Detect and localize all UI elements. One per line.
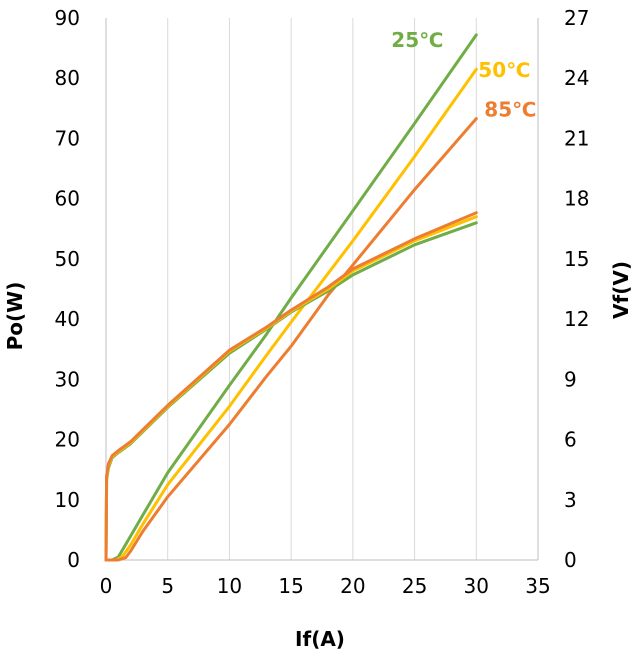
x-tick-label: 20	[340, 574, 365, 598]
x-tick-label: 10	[217, 574, 242, 598]
series-labels: 25℃ 50℃ 85℃	[391, 28, 536, 122]
x-axis-title: If(A)	[295, 627, 345, 651]
y-left-tick-label: 30	[55, 367, 80, 391]
series-label: 25℃	[391, 28, 443, 52]
y-left-tick-label: 70	[55, 126, 80, 150]
y-left-tick-label: 20	[55, 428, 80, 452]
y-left-tick-label: 10	[55, 488, 80, 512]
y-right-tick-label: 21	[564, 126, 589, 150]
y-right-tick-label: 12	[564, 307, 589, 331]
x-tick-label: 15	[278, 574, 303, 598]
series-line-po-0	[104, 33, 478, 562]
y-left-tick-label: 0	[67, 548, 80, 572]
tick-labels: 0 5 10 15 20 25 30 35 0 10 20 30 40 50 60 70 80 90 0 3 6 9 12 1…	[55, 6, 590, 598]
y-right-tick-label: 6	[564, 428, 577, 452]
series-label: 85℃	[484, 98, 536, 122]
y-right-tick-label: 18	[564, 187, 589, 211]
series-line-po-1	[104, 67, 478, 562]
x-tick-label: 30	[464, 574, 489, 598]
series-lines	[104, 33, 478, 562]
y-left-tick-label: 40	[55, 307, 80, 331]
y-right-tick-label: 15	[564, 247, 589, 271]
axes	[105, 18, 539, 561]
series-line-vf-5	[104, 211, 478, 562]
y-right-tick-label: 3	[564, 488, 577, 512]
y-left-axis-title: Po(W)	[3, 282, 27, 351]
x-tick-label: 0	[100, 574, 113, 598]
y-left-tick-label: 80	[55, 66, 80, 90]
y-right-tick-label: 0	[564, 548, 577, 572]
x-tick-label: 5	[161, 574, 174, 598]
y-right-tick-label: 24	[564, 66, 589, 90]
x-tick-label: 25	[402, 574, 427, 598]
y-left-tick-label: 60	[55, 187, 80, 211]
series-line-po-2	[104, 117, 478, 562]
y-left-tick-label: 90	[55, 6, 80, 30]
y-right-tick-label: 27	[564, 6, 589, 30]
y-right-tick-label: 9	[564, 367, 577, 391]
x-tick-label: 35	[525, 574, 550, 598]
series-label: 50℃	[478, 58, 530, 82]
y-left-tick-label: 50	[55, 247, 80, 271]
y-right-axis-title: Vf(V)	[609, 261, 633, 319]
grid-lines	[167, 18, 477, 560]
